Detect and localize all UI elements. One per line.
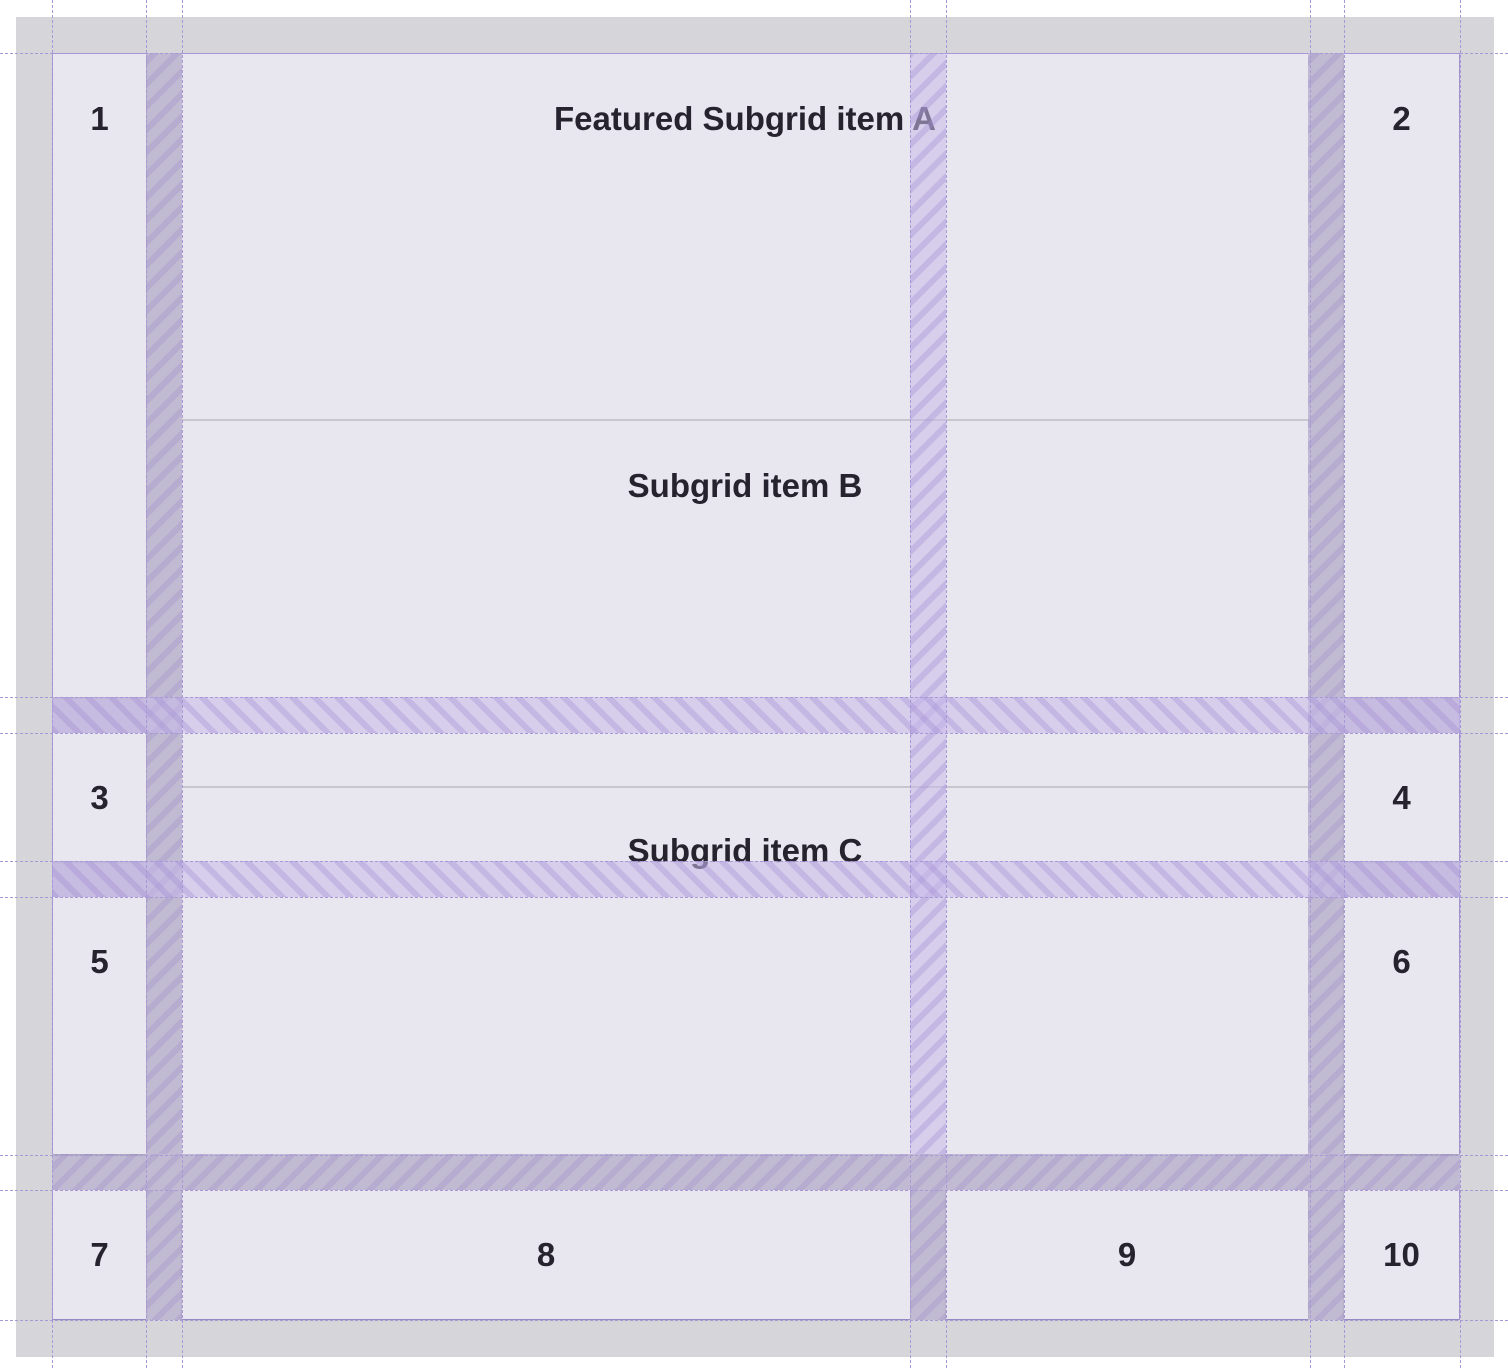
row-gap [52,697,1460,733]
grid-item-9: 9 [946,1190,1308,1319]
subgrid-item-c: Subgrid item C [182,786,1308,1154]
subgrid-item-a: Featured Subgrid item A [182,54,1308,419]
column-line [1344,0,1345,1368]
grid-item-10: 10 [1344,1190,1459,1319]
grid-item-2: 2 [1344,54,1459,697]
grid-item-7: 7 [53,1190,146,1319]
row-line [0,861,1508,862]
column-gap [1308,53,1344,1320]
row-line [0,697,1508,698]
row-line [0,733,1508,734]
grid-item-1: 1 [53,54,146,697]
subgrid-column-gap [910,53,946,1154]
column-line [910,0,911,1368]
row-line [0,1155,1508,1156]
row-line [0,53,1508,54]
row-line [0,1190,1508,1191]
column-line [182,0,183,1368]
column-line [946,0,947,1368]
grid-item-5: 5 [53,897,146,1154]
column-line [1460,0,1461,1368]
row-gap [52,861,1460,897]
column-line [1310,0,1311,1368]
column-line [146,0,147,1368]
grid-item-8: 8 [182,1190,910,1319]
column-line [52,0,53,1368]
grid-item-4: 4 [1344,733,1459,861]
row-line [0,1320,1508,1321]
grid-item-3: 3 [53,733,146,861]
grid-item-6: 6 [1344,897,1459,1154]
row-gap [52,1154,1460,1190]
column-gap [910,1190,946,1320]
column-gap [146,53,182,1320]
row-line [0,897,1508,898]
